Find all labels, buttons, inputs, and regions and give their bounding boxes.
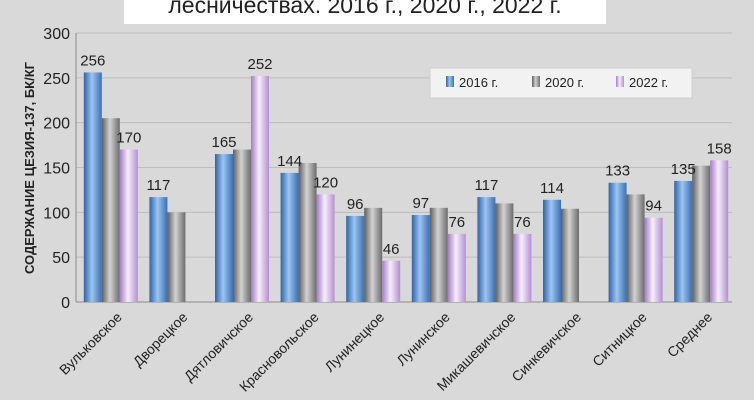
chart-title: лесничествах. 2016 г., 2020 г., 2022 г. [168, 0, 561, 18]
bar-2022-г--лунинецкое [382, 260, 401, 302]
data-label-2016-г--дворецкое: 117 [146, 177, 170, 194]
bar-2016-г--микашевичское [477, 197, 496, 302]
bar-2020-г--среднее [692, 165, 711, 302]
bar-2016-г--синкевичское [543, 199, 561, 302]
title-box [124, 0, 606, 24]
bar-2020-г--лунинецкое [364, 207, 383, 302]
data-label-2016-г--лунинецкое: 96 [347, 196, 364, 213]
data-label-2016-г--ситницкое: 133 [605, 163, 630, 180]
y-tick-label-200: 200 [43, 116, 70, 133]
bar-2016-г--ситницкое [608, 182, 627, 302]
bar-2020-г--дятловичское [233, 149, 251, 302]
bar-2022-г--дятловичское [251, 76, 269, 302]
y-tick-label-0: 0 [61, 295, 70, 312]
bar-2020-г--синкевичское [561, 208, 579, 302]
bar-2022-г--микашевичское [513, 233, 532, 302]
data-label-2022-г--лунинское: 76 [448, 214, 465, 231]
x-tick-label-среднее: Среднее [664, 309, 716, 361]
y-tick-label-100: 100 [43, 205, 70, 222]
y-tick-label-50: 50 [52, 250, 70, 267]
legend: 2016 г. 2020 г. 2022 г. [429, 67, 693, 99]
bar-2020-г--ситницкое [626, 194, 645, 302]
legend-swatch-2020 [532, 76, 540, 87]
x-tick-label-дворецкое: Дворецкое [130, 309, 191, 370]
bar-2016-г--лунинское [411, 215, 430, 302]
bar-2022-г--вульковское [119, 149, 138, 302]
data-label-2016-г--синкевичское: 114 [540, 180, 564, 197]
data-label-2016-г--вульковское: 256 [80, 52, 105, 69]
data-label-2016-г--дятловичское: 165 [211, 134, 236, 151]
bar-2016-г--вульковское [83, 72, 102, 302]
data-label-2016-г--микашевичское: 117 [474, 177, 498, 194]
bar-2020-г--красновольское [298, 163, 317, 302]
bar-2022-г--ситницкое [644, 217, 663, 302]
data-label-2016-г--лунинское: 97 [412, 195, 429, 212]
data-label-2016-г--среднее: 135 [671, 161, 696, 178]
bar-2016-г--среднее [674, 180, 693, 302]
data-label-2022-г--ситницкое: 94 [645, 198, 662, 215]
x-tick-label-лунинское: Лунинское [393, 309, 453, 369]
x-tick-label-синкевичское: Синкевичское [508, 309, 584, 385]
bar-2020-г--лунинское [429, 207, 448, 302]
y-tick-label-150: 150 [43, 161, 70, 178]
bar-2020-г--дворецкое [167, 212, 186, 302]
bar-2022-г--среднее [710, 160, 729, 302]
x-tick-label-лунинецкое: Лунинецкое [321, 309, 387, 375]
y-tick-label-250: 250 [43, 71, 70, 88]
bar-2016-г--дятловичское [215, 154, 233, 302]
x-tick-label-вульковское: Вульковское [56, 309, 125, 378]
legend-label-2016: 2016 г. [459, 75, 498, 90]
data-label-2022-г--вульковское: 170 [116, 130, 141, 147]
y-tick-label-300: 300 [43, 26, 70, 43]
legend-label-2020: 2020 г. [545, 75, 584, 90]
legend-label-2022: 2022 г. [629, 75, 668, 90]
legend-box [429, 67, 693, 99]
bar-2022-г--красновольское [316, 194, 335, 302]
bar-2022-г--лунинское [447, 233, 466, 302]
bar-2020-г--микашевичское [495, 203, 514, 302]
bar-2016-г--дворецкое [149, 197, 168, 302]
data-label-2016-г--красновольское: 144 [277, 153, 302, 170]
bar-2016-г--лунинецкое [346, 215, 365, 302]
bar-2020-г--вульковское [101, 118, 120, 302]
data-label-2022-г--среднее: 158 [707, 140, 732, 157]
data-label-2022-г--красновольское: 120 [313, 174, 338, 191]
bar-2016-г--красновольское [280, 172, 299, 302]
data-label-2022-г--лунинецкое: 46 [383, 241, 400, 258]
data-label-2022-г--микашевичское: 76 [514, 214, 531, 231]
y-axis-label: СОДЕРЖАНИЕ ЦЕЗИЯ-137, БК/КГ [22, 61, 37, 274]
legend-swatch-2016 [446, 76, 454, 87]
x-tick-label-ситницкое: Ситницкое [589, 309, 650, 370]
legend-swatch-2022 [616, 76, 624, 87]
data-label-2022-г--дятловичское: 252 [247, 56, 272, 73]
